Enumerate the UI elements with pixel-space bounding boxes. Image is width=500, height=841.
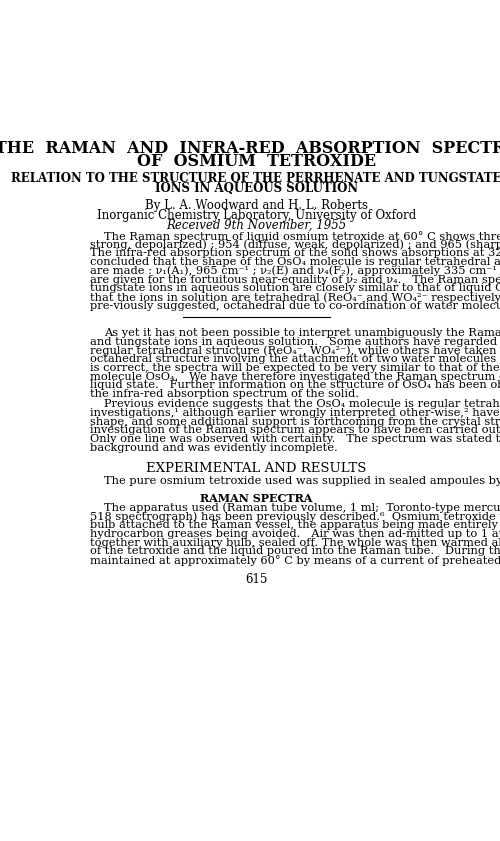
Text: investigations,¹ although earlier wrongly interpreted other-wise,² have been sho: investigations,¹ although earlier wrongl…	[90, 408, 500, 418]
Text: background and was evidently incomplete.: background and was evidently incomplete.	[90, 442, 338, 452]
Text: concluded that the shape of the OsO₄ molecule is regular tetrahedral and the fol: concluded that the shape of the OsO₄ mol…	[90, 257, 500, 267]
Text: Received 9th November, 1955: Received 9th November, 1955	[166, 219, 346, 232]
Text: THE  RAMAN  AND  INFRA-RED  ABSORPTION  SPECTRA: THE RAMAN AND INFRA-RED ABSORPTION SPECT…	[0, 140, 500, 157]
Text: The infra-red absorption spectrum of the solid shows absorptions at 325 and 955 : The infra-red absorption spectrum of the…	[90, 248, 500, 258]
Text: the infra-red absorption spectrum of the solid.: the infra-red absorption spectrum of the…	[90, 389, 360, 399]
Text: shape, and some additional support is forthcoming from the crystal structure.⁴  : shape, and some additional support is fo…	[90, 416, 500, 426]
Text: of the tetroxide and the liquid poured into the Raman tube.   During the exposur: of the tetroxide and the liquid poured i…	[90, 546, 500, 556]
Text: investigation of the Raman spectrum appears to have been carried out ⁵ and this : investigation of the Raman spectrum appe…	[90, 426, 500, 436]
Text: pre-viously suggested, octahedral due to co-ordination of water molecules.: pre-viously suggested, octahedral due to…	[90, 301, 500, 311]
Text: Inorganic Chemistry Laboratory, University of Oxford: Inorganic Chemistry Laboratory, Universi…	[96, 209, 416, 222]
Text: The pure osmium tetroxide used was supplied in sealed ampoules by Johnson and Ma: The pure osmium tetroxide used was suppl…	[104, 476, 500, 486]
Text: The apparatus used (Raman tube volume, 1 ml;  Toronto-type mercury-arc illuminat: The apparatus used (Raman tube volume, 1…	[104, 503, 500, 513]
Text: The Raman spectrum of liquid osmium tetroxide at 60° C shows three frequencies :: The Raman spectrum of liquid osmium tetr…	[104, 231, 500, 242]
Text: RAMAN SPECTRA: RAMAN SPECTRA	[200, 493, 312, 504]
Text: Previous evidence suggests that the OsO₄ molecule is regular tetrahedral. Electr: Previous evidence suggests that the OsO₄…	[104, 399, 500, 410]
Text: tungstate ions in aqueous solution are closely similar to that of liquid OsO₄, w: tungstate ions in aqueous solution are c…	[90, 283, 500, 294]
Text: By L. A. Woodward and H. L. Roberts: By L. A. Woodward and H. L. Roberts	[145, 198, 368, 212]
Text: is correct, the spectra will be expected to be very similar to that of the isoel: is correct, the spectra will be expected…	[90, 362, 500, 373]
Text: are made : ν₁(A₁), 965 cm⁻¹ ; ν₂(E) and ν₄(F₂), approximately 335 cm⁻¹ ; ν₃(F₂),: are made : ν₁(A₁), 965 cm⁻¹ ; ν₂(E) and …	[90, 266, 500, 277]
Text: maintained at approximately 60° C by means of a current of preheated air.: maintained at approximately 60° C by mea…	[90, 555, 500, 566]
Text: 615: 615	[245, 573, 268, 586]
Text: 518 spectrograph) has been previously described.⁶  Osmium tetroxide was distille: 518 spectrograph) has been previously de…	[90, 511, 500, 521]
Text: are given for the fortuitous near-equality of ν₂ and ν₄.   The Raman spectra of : are given for the fortuitous near-equali…	[90, 275, 500, 284]
Text: bulb attached to the Raman vessel, the apparatus being made entirely of glass an: bulb attached to the Raman vessel, the a…	[90, 520, 500, 530]
Text: RELATION TO THE STRUCTURE OF THE PERRHENATE AND TUNGSTATE: RELATION TO THE STRUCTURE OF THE PERRHEN…	[11, 172, 500, 185]
Text: liquid state.   Further information on the structure of OsO₄ has been obtained f: liquid state. Further information on the…	[90, 380, 500, 390]
Text: EXPERIMENTAL AND RESULTS: EXPERIMENTAL AND RESULTS	[146, 463, 366, 475]
Text: strong, depolarized) ; 954 (diffuse, weak, depolarized) ; and 965 (sharp, very s: strong, depolarized) ; 954 (diffuse, wea…	[90, 240, 500, 251]
Text: hydrocarbon greases being avoided.   Air was then ad-mitted up to 1 atm pressure: hydrocarbon greases being avoided. Air w…	[90, 529, 500, 539]
Text: OF  OSMIUM  TETROXIDE: OF OSMIUM TETROXIDE	[136, 153, 376, 170]
Text: octahedral structure involving the attachment of two water molecules to each ion: octahedral structure involving the attac…	[90, 354, 500, 364]
Text: Only one line was observed with certainty.   The spectrum was stated to be impai: Only one line was observed with certaint…	[90, 434, 500, 444]
Text: molecule OsO₄.   We have therefore investigated the Raman spectrum of pure osmiu: molecule OsO₄. We have therefore investi…	[90, 372, 500, 382]
Text: IONS IN AQUEOUS SOLUTION: IONS IN AQUEOUS SOLUTION	[154, 182, 358, 195]
Text: together with auxiliary bulb, sealed off. The whole was then warmed above the me: together with auxiliary bulb, sealed off…	[90, 537, 500, 548]
Text: regular tetrahedral structure (ReO₄⁻, WO₄²⁻), while others have taken them as ev: regular tetrahedral structure (ReO₄⁻, WO…	[90, 346, 500, 356]
Text: that the ions in solution are tetrahedral (ReO₄⁻ and WO₄²⁻ respectively) and not: that the ions in solution are tetrahedra…	[90, 292, 500, 303]
Text: As yet it has not been possible to interpret unambiguously the Raman spectra of : As yet it has not been possible to inter…	[104, 328, 500, 338]
Text: and tungstate ions in aqueous solution.   Some authors have regarded these spect: and tungstate ions in aqueous solution. …	[90, 336, 500, 346]
